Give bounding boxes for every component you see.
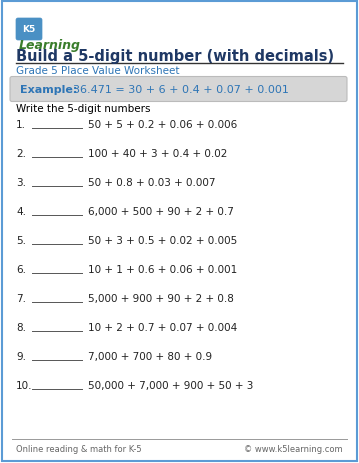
Text: 10 + 2 + 0.7 + 0.07 + 0.004: 10 + 2 + 0.7 + 0.07 + 0.004 — [88, 322, 237, 332]
FancyBboxPatch shape — [16, 19, 42, 41]
Text: 50,000 + 7,000 + 900 + 50 + 3: 50,000 + 7,000 + 900 + 50 + 3 — [88, 380, 253, 390]
Text: Write the 5-digit numbers: Write the 5-digit numbers — [16, 104, 150, 114]
Text: 7,000 + 700 + 80 + 0.9: 7,000 + 700 + 80 + 0.9 — [88, 351, 212, 361]
FancyBboxPatch shape — [10, 77, 347, 102]
Text: 100 + 40 + 3 + 0.4 + 0.02: 100 + 40 + 3 + 0.4 + 0.02 — [88, 149, 227, 159]
Text: 10 + 1 + 0.6 + 0.06 + 0.001: 10 + 1 + 0.6 + 0.06 + 0.001 — [88, 264, 237, 275]
Text: 5,000 + 900 + 90 + 2 + 0.8: 5,000 + 900 + 90 + 2 + 0.8 — [88, 294, 234, 303]
Text: Build a 5-digit number (with decimals): Build a 5-digit number (with decimals) — [16, 49, 334, 63]
Text: 6.: 6. — [16, 264, 26, 275]
Text: 5.: 5. — [16, 236, 26, 245]
Text: © www.k5learning.com: © www.k5learning.com — [244, 444, 343, 454]
Text: Example:: Example: — [20, 85, 78, 95]
Text: 50 + 3 + 0.5 + 0.02 + 0.005: 50 + 3 + 0.5 + 0.02 + 0.005 — [88, 236, 237, 245]
Text: 7.: 7. — [16, 294, 26, 303]
Text: K5: K5 — [22, 25, 36, 34]
Text: 50 + 0.8 + 0.03 + 0.007: 50 + 0.8 + 0.03 + 0.007 — [88, 178, 215, 188]
Text: 4.: 4. — [16, 206, 26, 217]
Text: Learning: Learning — [19, 39, 81, 52]
Text: 9.: 9. — [16, 351, 26, 361]
Text: Grade 5 Place Value Worksheet: Grade 5 Place Value Worksheet — [16, 66, 180, 76]
Text: 50 + 5 + 0.2 + 0.06 + 0.006: 50 + 5 + 0.2 + 0.06 + 0.006 — [88, 120, 237, 130]
Text: 8.: 8. — [16, 322, 26, 332]
Text: 10.: 10. — [16, 380, 33, 390]
Text: 6,000 + 500 + 90 + 2 + 0.7: 6,000 + 500 + 90 + 2 + 0.7 — [88, 206, 234, 217]
Text: 36.471 = 30 + 6 + 0.4 + 0.07 + 0.001: 36.471 = 30 + 6 + 0.4 + 0.07 + 0.001 — [73, 85, 289, 95]
Text: Online reading & math for K-5: Online reading & math for K-5 — [16, 444, 141, 454]
Text: 3.: 3. — [16, 178, 26, 188]
Text: 1.: 1. — [16, 120, 26, 130]
Text: 2.: 2. — [16, 149, 26, 159]
